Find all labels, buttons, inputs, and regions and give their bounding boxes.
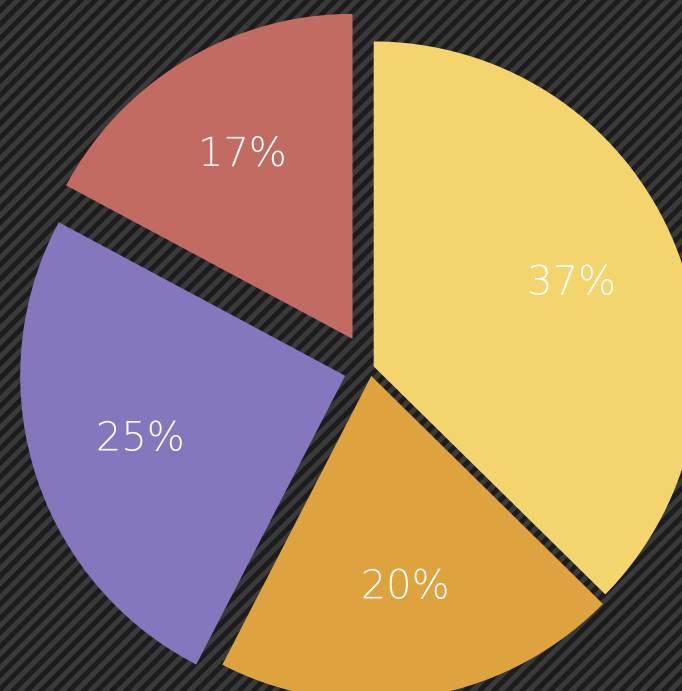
pie-slice	[66, 13, 353, 339]
pie-slice	[20, 222, 346, 665]
pie-slice	[222, 375, 603, 691]
data-label: 20%	[361, 563, 450, 609]
data-label: 37%	[527, 259, 616, 305]
data-label: 25%	[96, 414, 185, 460]
data-label: 17%	[198, 130, 287, 176]
pie-slice	[373, 41, 682, 595]
